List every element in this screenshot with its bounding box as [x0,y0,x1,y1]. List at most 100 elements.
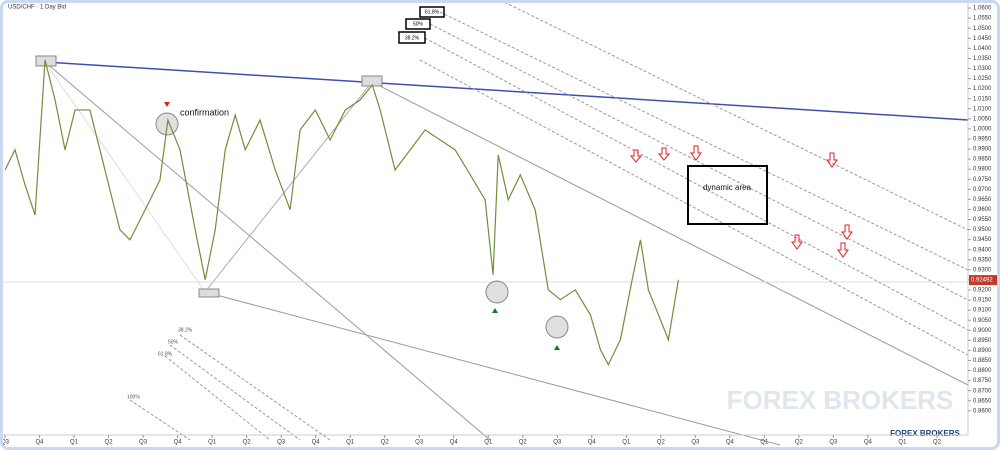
x-tick-label: Q4 [726,440,735,446]
x-tick-label: Q2 [519,440,528,446]
y-tick-label: 1.0050 [973,116,992,122]
y-tick-label: 0.9950 [973,137,992,143]
y-tick-label: 0.9400 [973,247,992,253]
x-tick-label: Q1 [346,440,355,446]
x-tick-label: Q1 [484,440,493,446]
y-tick-label: 0.9100 [973,308,992,314]
y-tick-label: 0.9600 [973,207,992,213]
signal-arrow [164,102,170,107]
x-tick-label: Q3 [139,440,148,446]
annotation: dynamic area [703,183,752,192]
y-tick-label: 1.0600 [973,6,992,12]
channel-line [371,81,969,386]
y-tick-label: 0.8750 [973,378,992,384]
y-tick-label: 0.9550 [973,217,992,223]
fib-box [398,31,426,44]
x-tick-label: Q3 [553,440,562,446]
y-tick-label: 0.8800 [973,368,992,374]
y-tick-label: 1.0100 [973,106,992,112]
x-tick-label: Q2 [933,440,942,446]
x-tick-label: Q4 [174,440,183,446]
y-tick-label: 0.9650 [973,197,992,203]
fib-label: 50% [168,339,179,345]
x-tick-label: Q3 [277,440,286,446]
y-tick-label: 0.9150 [973,298,992,304]
connector [44,61,206,293]
x-tick-label: Q4 [450,440,459,446]
y-tick-label: 0.9500 [973,227,992,233]
fib-label: 61.8% [425,9,440,15]
fib-label: 50% [413,21,424,27]
y-tick-label: 0.9300 [973,267,992,273]
y-tick-label: 0.9800 [973,167,992,173]
x-tick-label: Q1 [760,440,769,446]
y-tick-label: 0.9850 [973,157,992,163]
y-tick-label: 0.9050 [973,318,992,324]
x-tick-label: Q2 [243,440,252,446]
logo: FOREX BROKERS [890,429,960,438]
fib-label: 61.8% [158,351,173,357]
last-price-tag [969,275,997,286]
y-tick-label: 1.0150 [973,96,992,102]
x-tick-label: Q3 [415,440,424,446]
y-tick-label: 0.8700 [973,388,992,394]
annotation: confirmation [180,107,229,117]
x-tick-label: Q4 [36,440,45,446]
fib-label: 100% [127,394,140,400]
connector [204,81,373,293]
price-line [4,59,680,367]
y-tick-label: 1.0250 [973,76,992,82]
y-tick-label: 0.8650 [973,398,992,404]
y-tick-label: 0.8900 [973,348,992,354]
dynamic-area-box [687,165,768,225]
x-tick-label: Q3 [691,440,700,446]
x-tick-label: Q2 [657,440,666,446]
pivot-box [198,288,220,298]
y-tick-label: 0.9450 [973,237,992,243]
y-tick-label: 1.0400 [973,46,992,52]
x-tick-label: Q1 [70,440,79,446]
y-tick-label: 1.0000 [973,126,992,132]
y-tick-label: 0.9200 [973,288,992,294]
y-tick-label: 0.8850 [973,358,992,364]
x-tick-label: Q4 [864,440,873,446]
y-tick-label: 1.0300 [973,66,992,72]
y-tick-label: 0.9350 [973,257,992,263]
x-tick-label: Q1 [208,440,217,446]
drawings [0,0,969,446]
y-tick-label: 1.0350 [973,56,992,62]
y-tick-label: 1.0450 [973,36,992,42]
channel-line [204,291,781,446]
y-tick-label: 1.0550 [973,16,992,22]
fib-label: 38.2% [405,35,420,41]
x-tick-label: Q2 [105,440,114,446]
y-tick-label: 0.8950 [973,338,992,344]
signal-arrow [492,308,498,313]
x-tick-label: Q4 [588,440,597,446]
y-tick-label: 1.0200 [973,86,992,92]
x-tick-label: Q1 [622,440,631,446]
last-price-label: 0.92492 [971,278,993,284]
fib-box [419,6,445,18]
x-tick-label: Q3 [1,440,10,446]
trendline [44,61,969,121]
y-tick-label: 0.9700 [973,187,992,193]
y-tick-label: 0.8600 [973,408,992,414]
chart-title: USD/CHF · 1 Day Bid [8,5,66,11]
signal-arrow [554,345,560,350]
marker-circle [545,315,569,339]
x-tick-label: Q4 [312,440,321,446]
channel-line [44,61,491,441]
y-tick-label: 1.0500 [973,26,992,32]
down-arrows [629,145,853,258]
fib-box [405,18,431,30]
x-tick-label: Q2 [381,440,390,446]
fib-label: 38.2% [178,327,193,333]
watermark: FOREX BROKERS [727,385,954,415]
fib-lines [129,0,969,441]
y-tick-label: 0.9000 [973,328,992,334]
x-tick-label: Q3 [829,440,838,446]
x-tick-label: Q2 [795,440,804,446]
